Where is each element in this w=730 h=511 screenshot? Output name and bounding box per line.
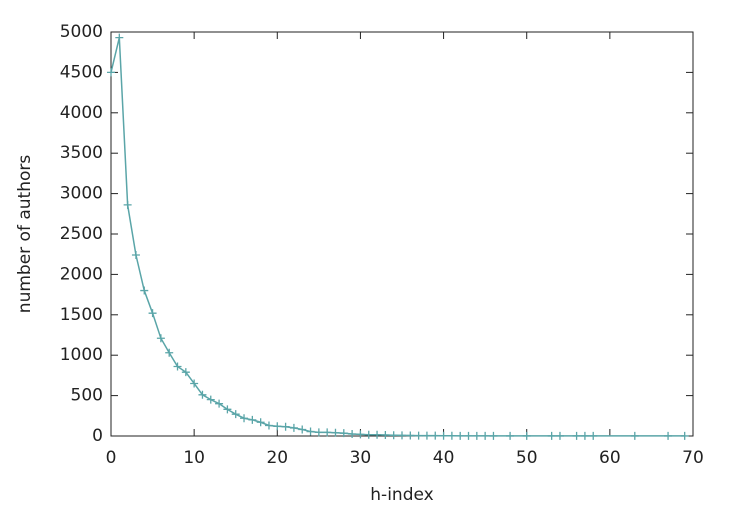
point-marker: [165, 348, 174, 357]
point-marker: [414, 431, 423, 440]
point-marker: [281, 422, 290, 431]
point-marker: [223, 405, 232, 414]
point-marker: [298, 425, 307, 434]
point-marker: [481, 431, 490, 440]
point-marker: [331, 428, 340, 437]
point-marker: [181, 368, 190, 377]
point-marker: [373, 430, 382, 439]
point-marker: [339, 429, 348, 438]
plot-frame: [110, 31, 694, 437]
point-marker: [589, 431, 598, 440]
x-tick-label: 0: [106, 448, 117, 468]
y-tick-label: 5000: [60, 22, 103, 42]
x-axis-label: h-index: [370, 485, 433, 505]
y-tick-label: 2500: [60, 224, 103, 244]
point-marker: [198, 390, 207, 399]
point-marker: [664, 431, 673, 440]
point-marker: [580, 431, 589, 440]
point-marker: [356, 430, 365, 439]
point-marker: [231, 410, 240, 419]
point-marker: [289, 423, 298, 432]
x-tick-label: 10: [183, 448, 205, 468]
point-marker: [572, 431, 581, 440]
point-marker: [240, 414, 249, 423]
point-marker: [506, 431, 515, 440]
point-marker: [248, 415, 257, 424]
point-marker: [456, 431, 465, 440]
x-tick-label: 50: [516, 448, 538, 468]
point-marker: [489, 431, 498, 440]
point-marker: [680, 431, 689, 440]
point-marker: [148, 309, 157, 318]
point-marker: [107, 68, 115, 77]
x-tick-label: 60: [599, 448, 621, 468]
point-marker: [123, 200, 132, 209]
point-marker: [140, 286, 149, 295]
point-marker: [630, 431, 639, 440]
point-marker: [381, 431, 390, 440]
y-tick-label: 2000: [60, 264, 103, 284]
y-tick-label: 3500: [60, 143, 103, 163]
point-marker: [156, 334, 165, 343]
point-marker: [115, 33, 124, 42]
y-tick-label: 0: [92, 426, 103, 446]
point-marker: [389, 431, 398, 440]
point-marker: [406, 431, 415, 440]
point-marker: [364, 430, 373, 439]
point-marker: [256, 418, 265, 427]
y-tick-label: 1500: [60, 305, 103, 325]
point-marker: [190, 379, 199, 388]
point-marker: [173, 362, 182, 371]
point-marker: [422, 431, 431, 440]
x-tick-label: 70: [682, 448, 704, 468]
y-tick-label: 500: [71, 386, 103, 406]
point-marker: [323, 428, 332, 437]
point-marker: [131, 251, 140, 260]
point-marker: [555, 431, 564, 440]
data-line: [110, 37, 685, 437]
x-tick-label: 40: [433, 448, 455, 468]
point-marker: [547, 431, 556, 440]
y-tick-label: 1000: [60, 345, 103, 365]
point-marker: [439, 431, 448, 440]
point-marker: [431, 431, 440, 440]
x-tick-label: 30: [350, 448, 372, 468]
point-marker: [273, 422, 282, 431]
point-marker: [522, 431, 531, 440]
y-tick-label: 3000: [60, 184, 103, 204]
point-marker: [314, 428, 323, 437]
point-marker: [206, 395, 215, 404]
point-marker: [215, 399, 224, 408]
point-marker: [348, 429, 357, 438]
point-marker: [398, 431, 406, 440]
point-marker: [447, 431, 456, 440]
point-marker: [464, 431, 473, 440]
y-tick-label: 4000: [60, 103, 103, 123]
x-tick-label: 20: [266, 448, 288, 468]
y-axis-label: number of authors: [15, 155, 35, 314]
point-marker: [306, 427, 315, 436]
y-tick-label: 4500: [60, 62, 103, 82]
point-marker: [264, 421, 273, 430]
point-marker: [472, 431, 481, 440]
